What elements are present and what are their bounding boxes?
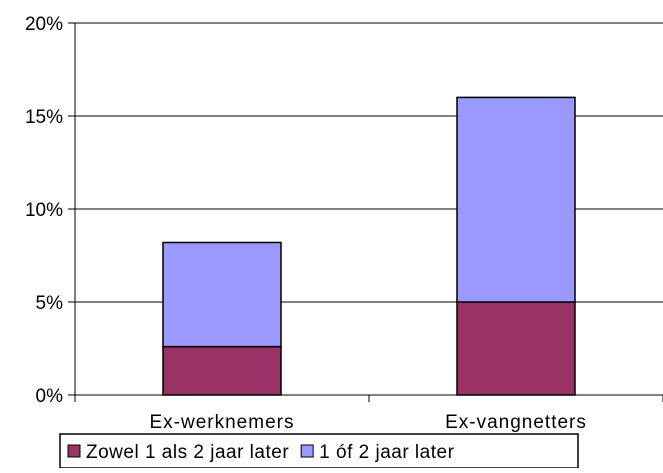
y-tick-label: 15% <box>25 107 63 128</box>
bar-segment <box>162 345 282 396</box>
y-tick-label: 10% <box>25 200 63 221</box>
bar-segment <box>162 241 282 348</box>
legend-swatch <box>300 444 314 458</box>
y-tick-label: 5% <box>36 293 64 314</box>
legend: Zowel 1 als 2 jaar later 1 óf 2 jaar late… <box>59 433 579 469</box>
legend-label: Zowel 1 als 2 jaar later <box>86 442 289 463</box>
x-category-label: Ex-werknemers <box>150 412 295 433</box>
axis-labels: 0% 5% 10% 15% 20% Ex-werknemers Ex-vangnetters <box>25 14 587 433</box>
axes <box>68 22 663 402</box>
legend-label: 1 óf 2 jaar later <box>319 442 454 463</box>
bar-segment <box>456 96 576 303</box>
bars <box>162 96 576 396</box>
legend-swatch <box>67 444 81 458</box>
x-category-label: Ex-vangnetters <box>445 412 587 433</box>
y-tick-label: 20% <box>25 14 63 35</box>
bar-segment <box>456 301 576 396</box>
y-tick-label: 0% <box>36 386 64 407</box>
